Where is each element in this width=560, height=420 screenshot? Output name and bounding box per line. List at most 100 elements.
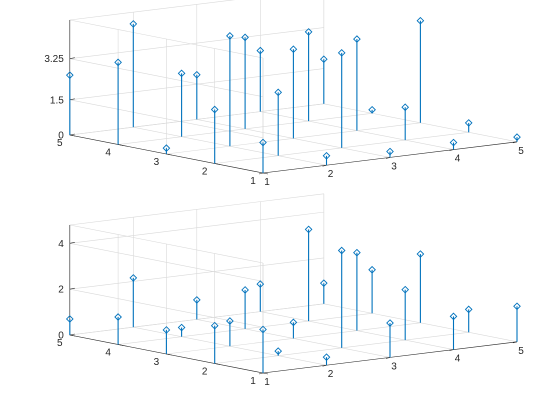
stem-marker bbox=[162, 144, 171, 152]
stem-marker bbox=[322, 353, 331, 362]
wall-grid-line bbox=[69, 257, 324, 290]
y-tick-label: 5 bbox=[57, 338, 63, 349]
x-tick-mark bbox=[512, 141, 518, 144]
x-tick-mark bbox=[385, 357, 391, 359]
box-edge bbox=[69, 193, 324, 226]
stem-marker bbox=[416, 250, 425, 258]
x-tick-mark bbox=[449, 149, 454, 151]
stem-marker bbox=[368, 265, 376, 274]
stem-marker bbox=[192, 70, 201, 79]
stem-marker bbox=[210, 105, 219, 114]
stem-marker bbox=[304, 28, 313, 36]
stem bbox=[259, 138, 267, 173]
stem-marker bbox=[513, 302, 521, 311]
stem bbox=[353, 35, 361, 131]
x-tick-mark bbox=[322, 364, 327, 367]
z-tick-mark bbox=[69, 287, 75, 290]
box-edge bbox=[69, 224, 264, 264]
stem bbox=[210, 321, 219, 364]
stem bbox=[129, 20, 138, 128]
y-tick-label: 3 bbox=[154, 157, 160, 168]
stem-marker bbox=[289, 45, 298, 54]
x-tick-label: 2 bbox=[328, 169, 334, 180]
stem-marker bbox=[464, 305, 473, 314]
stem bbox=[210, 105, 219, 164]
stem-marker bbox=[256, 280, 265, 288]
stem bbox=[114, 58, 122, 145]
y-tick-label: 1 bbox=[250, 376, 256, 387]
stem bbox=[65, 315, 74, 335]
stem bbox=[289, 318, 298, 339]
stem-marker bbox=[322, 151, 331, 160]
stem-marker bbox=[353, 35, 361, 43]
stem-marker bbox=[226, 32, 234, 40]
stem bbox=[274, 347, 283, 356]
wall-grid-line bbox=[69, 27, 324, 60]
stem-marker bbox=[386, 147, 394, 156]
z-tick-mark bbox=[69, 333, 75, 336]
y-tick-mark bbox=[69, 334, 75, 337]
x-tick-label: 1 bbox=[264, 377, 270, 388]
y-tick-mark bbox=[118, 144, 124, 146]
z-tick-mark bbox=[69, 57, 75, 60]
stem-marker bbox=[368, 105, 376, 114]
stem-marker bbox=[274, 347, 283, 355]
stem-marker bbox=[241, 286, 249, 294]
stem-marker bbox=[449, 312, 458, 321]
x-tick-label: 2 bbox=[328, 369, 334, 380]
stem bbox=[162, 144, 171, 154]
z-tick-label: 4 bbox=[58, 239, 64, 250]
stem bbox=[513, 302, 521, 342]
y-tick-mark bbox=[166, 353, 172, 356]
x-tick-mark bbox=[322, 164, 327, 167]
stem-marker bbox=[114, 58, 122, 67]
stem-marker bbox=[289, 318, 298, 327]
stem-marker bbox=[210, 321, 219, 330]
wall-grid-line bbox=[69, 243, 264, 282]
stem bbox=[401, 285, 410, 341]
y-tick-mark bbox=[166, 153, 172, 156]
stem bbox=[304, 28, 313, 122]
stem bbox=[241, 286, 249, 329]
stem-marker bbox=[177, 69, 186, 78]
z-tick-label: 2 bbox=[58, 285, 64, 296]
stem bbox=[416, 250, 425, 323]
stem-marker bbox=[401, 285, 410, 294]
stem bbox=[129, 274, 138, 328]
stem bbox=[114, 313, 122, 345]
stem bbox=[386, 147, 394, 158]
stem-marker bbox=[129, 20, 138, 28]
stem-marker bbox=[401, 103, 410, 112]
stem-marker bbox=[386, 319, 394, 327]
stem bbox=[322, 353, 331, 366]
stem bbox=[226, 317, 234, 347]
stem-marker bbox=[192, 296, 201, 304]
box-edge bbox=[69, 0, 236, 21]
stem bbox=[304, 225, 313, 322]
x-tick-mark bbox=[385, 157, 391, 159]
stem bbox=[192, 70, 201, 120]
stem bbox=[192, 296, 201, 320]
stem-marker bbox=[259, 325, 267, 334]
stem-marker bbox=[464, 119, 473, 127]
y-tick-mark bbox=[118, 344, 124, 346]
stem bbox=[337, 49, 346, 148]
x-tick-mark bbox=[449, 349, 454, 351]
stem bbox=[449, 138, 458, 150]
stem-marker bbox=[304, 225, 313, 234]
stem bbox=[449, 312, 458, 350]
stem-marker bbox=[513, 133, 521, 141]
y-tick-mark bbox=[69, 134, 75, 137]
z-tick-mark bbox=[69, 242, 75, 244]
stem bbox=[513, 133, 521, 142]
z-tick-label: 1.5 bbox=[50, 95, 64, 106]
wall-grid-line bbox=[69, 99, 264, 139]
x-tick-mark bbox=[512, 341, 518, 344]
stem-marker bbox=[256, 46, 265, 55]
stem bbox=[386, 319, 394, 358]
z-tick-mark bbox=[69, 133, 75, 136]
stem bbox=[319, 55, 328, 104]
stem bbox=[177, 69, 186, 137]
stem bbox=[256, 46, 265, 112]
